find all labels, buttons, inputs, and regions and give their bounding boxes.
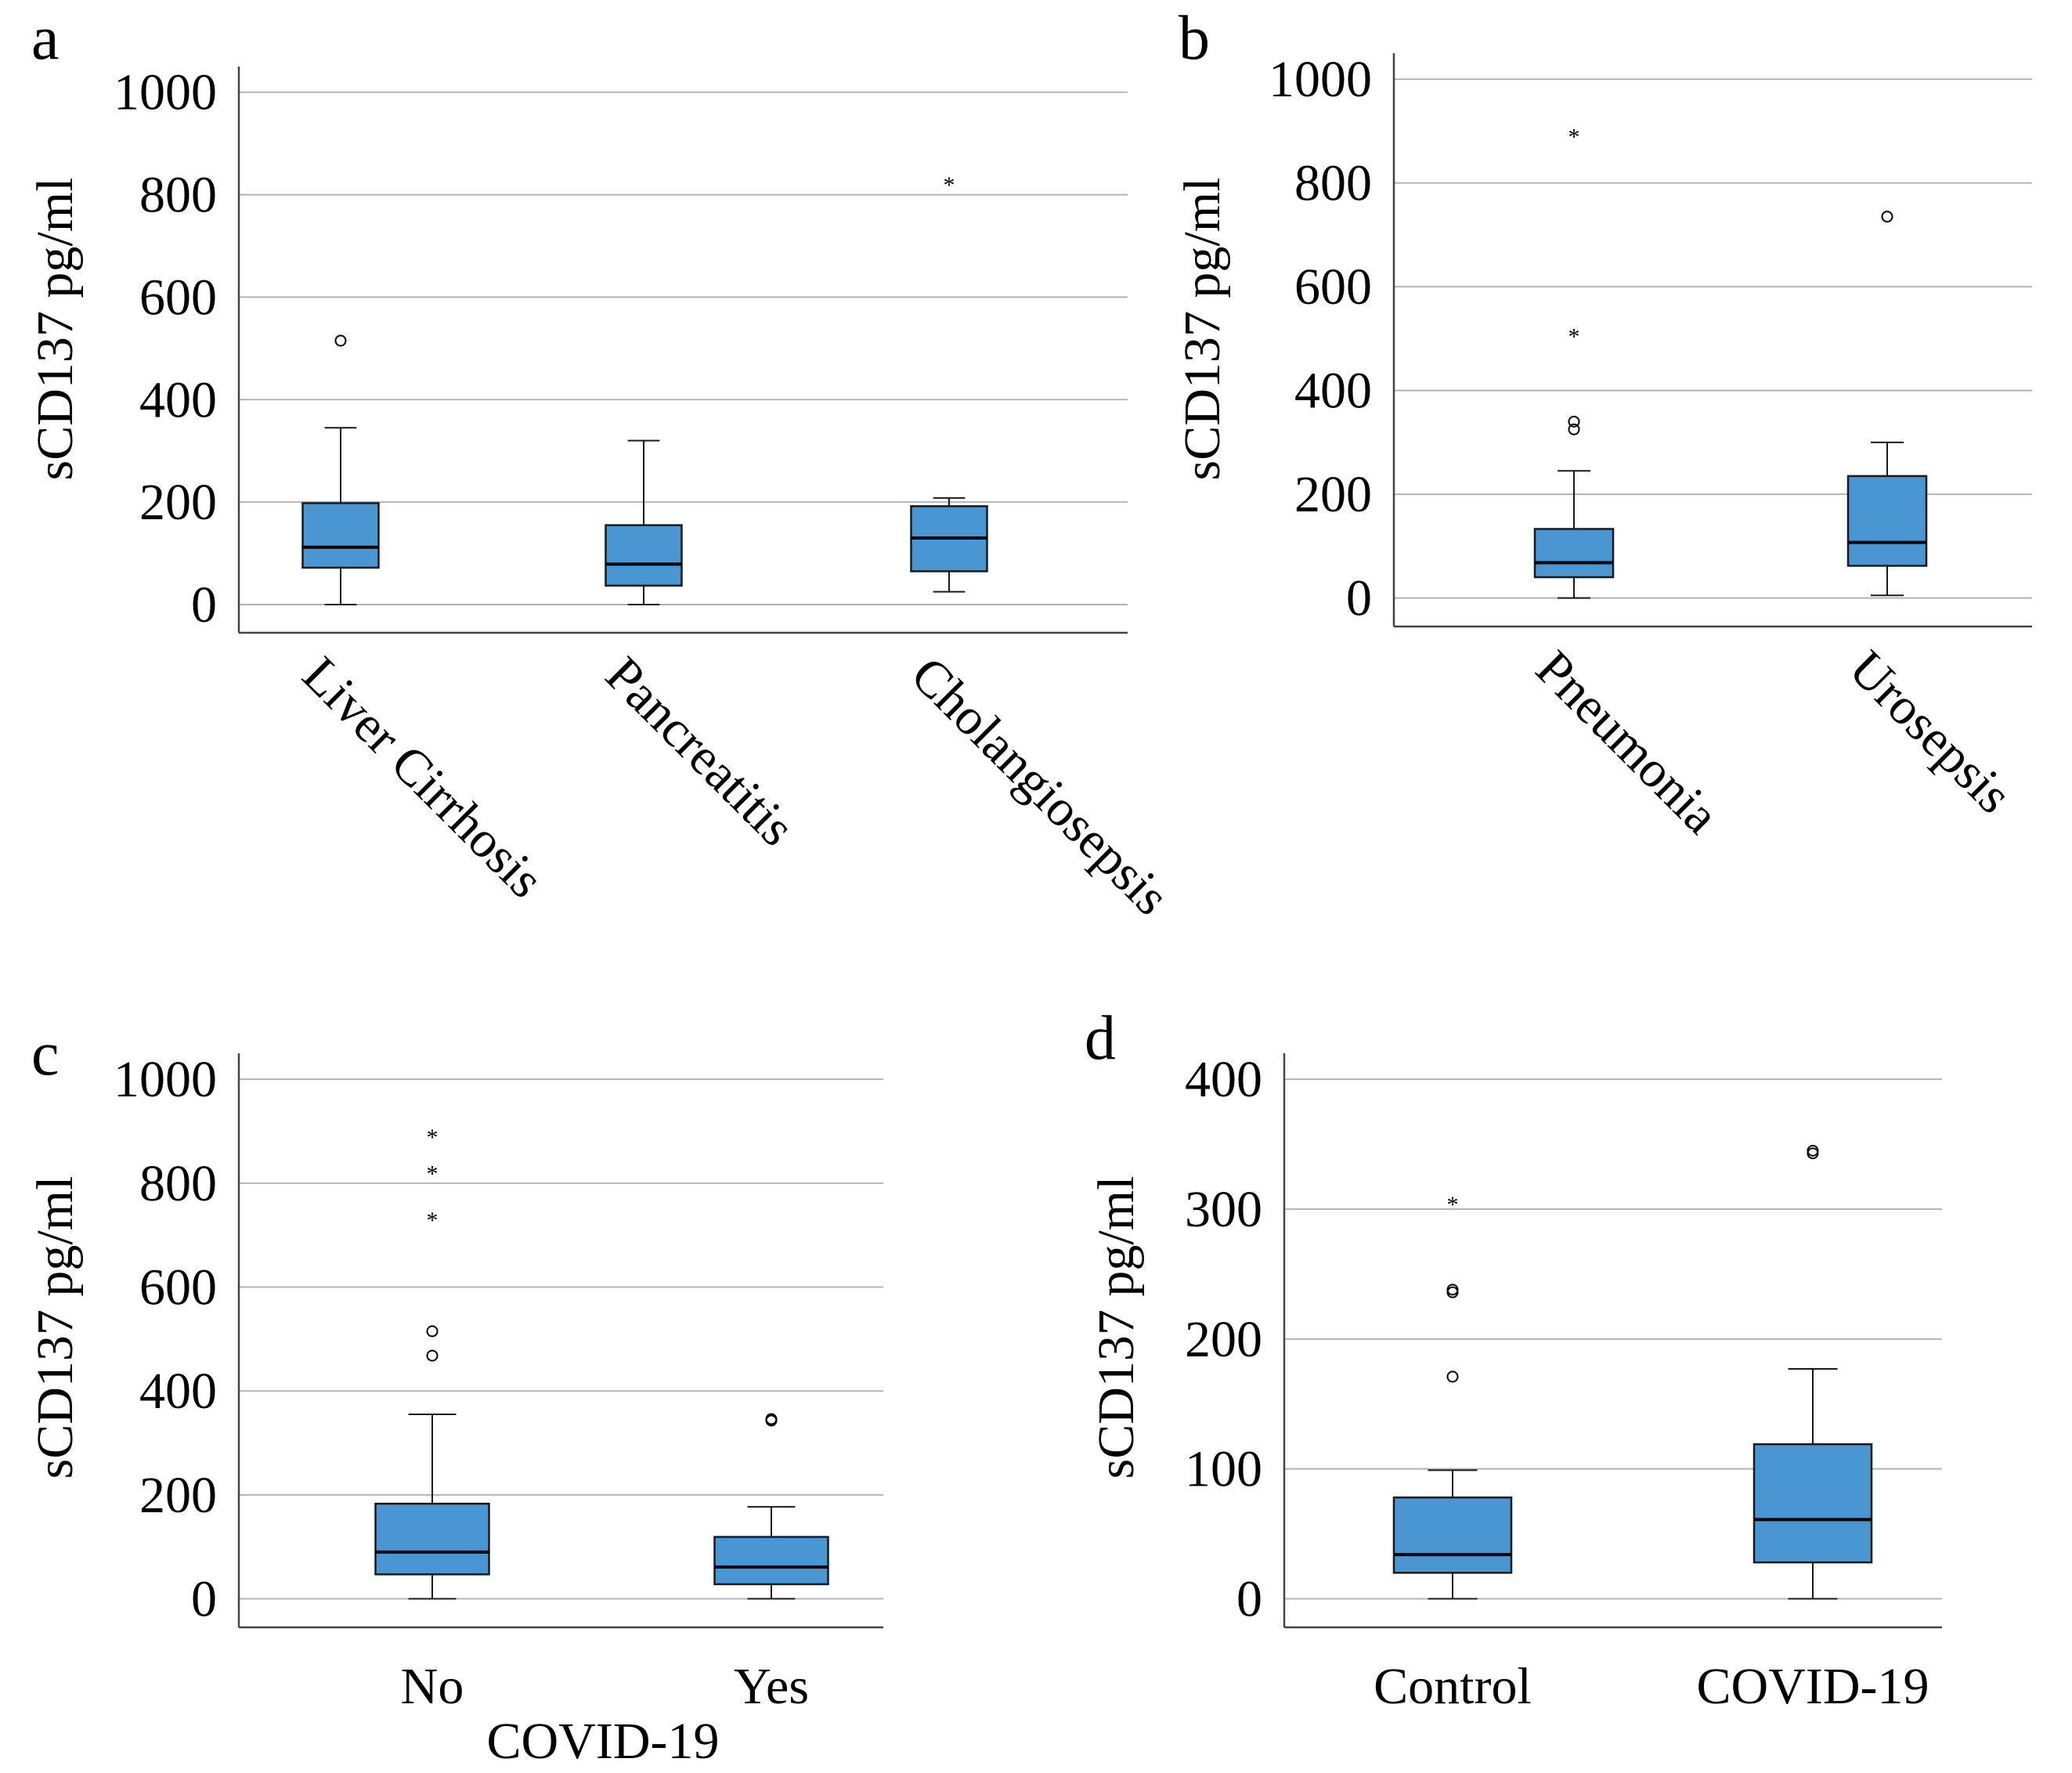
panel-c: c 0 200 400 600 800 1000 sCD137 pg/ml * * * No YesCO… [27,1020,883,1770]
outlier-circle [334,334,347,347]
y-tick-label: 200 [139,474,217,531]
box-yes [713,1413,829,1600]
category-label: Urosepsis [1838,640,2023,825]
outlier-star: * [1568,324,1580,350]
box-urosepsis [1846,211,1928,597]
y-tick-label: 800 [1294,155,1372,212]
box-pancreatitis [605,439,683,606]
box-liver-cirrhosis [301,334,380,606]
category-label: Pancreatitis [594,646,805,857]
iqr-box [1753,1443,1873,1564]
iqr-box [1846,475,1928,567]
y-tick-label: 800 [139,167,217,224]
box-pneumonia: ** [1533,125,1615,599]
y-tick-label: 400 [139,1363,217,1420]
outlier-circle [765,1413,778,1425]
panel-letter: a [31,4,60,73]
category-label: Cholangiosepsis [900,646,1180,926]
box-covid-19 [1753,1144,1873,1600]
y-tick-label: 600 [139,1259,217,1316]
outlier-circle [426,1325,439,1338]
iqr-box [374,1502,490,1576]
y-axis-label: sCD137 pg/ml [1174,178,1231,481]
outlier-star: * [427,1161,439,1186]
y-tick-label: 300 [1185,1181,1262,1238]
panel-d: d 0 100 200 300 400 sCD137 pg/ml * Control COVID-… [1085,1004,1942,1715]
y-tick-label: 600 [1294,258,1372,316]
y-axis-label: sCD137 pg/ml [27,1176,84,1479]
outlier-star: * [944,172,955,198]
category-label: Control [1374,1658,1532,1715]
panel-letter: b [1179,4,1210,73]
y-tick-label: 1000 [114,1051,217,1108]
iqr-box [605,524,683,587]
y-tick-label: 0 [191,1571,217,1628]
y-tick-label: 400 [1294,363,1372,420]
y-tick-label: 200 [1294,466,1372,523]
outlier-star: * [1568,125,1580,150]
outlier-star: * [427,1208,439,1233]
category-label: Liver Cirrhosis [291,646,554,908]
x-axis-label: COVID-19 [487,1713,720,1770]
y-axis-label: sCD137 pg/ml [27,178,84,481]
y-tick-label: 0 [1236,1571,1262,1628]
y-tick-label: 0 [191,576,217,634]
iqr-box [301,502,380,569]
iqr-box [1392,1496,1513,1574]
y-tick-label: 200 [139,1467,217,1524]
y-tick-label: 100 [1185,1441,1262,1498]
iqr-box [1533,528,1615,579]
y-tick-label: 1000 [1269,51,1372,108]
panel-letter: c [31,1020,60,1089]
category-label: Pneumonia [1525,640,1730,845]
iqr-box [713,1536,829,1586]
outlier-circle [1807,1144,1819,1157]
category-label: COVID-19 [1697,1658,1929,1715]
outlier-circle [1446,1284,1459,1296]
panel-a: a 0 200 400 600 800 1000 sCD137 pg/ml Liver Cirr… [27,4,1180,926]
box-control: * [1392,1192,1513,1600]
box-no: * * * [374,1125,490,1600]
y-tick-label: 800 [139,1155,217,1212]
category-label: Yes [734,1658,809,1715]
y-tick-label: 0 [1346,570,1372,627]
y-axis-label: sCD137 pg/ml [1088,1176,1145,1479]
outlier-star: * [1447,1192,1459,1218]
panel-letter: d [1085,1004,1116,1073]
y-tick-label: 600 [139,269,217,326]
outlier-circle [426,1349,439,1362]
category-label: No [401,1658,464,1715]
y-tick-label: 400 [139,371,217,428]
y-tick-label: 1000 [114,64,217,121]
box-cholangiosepsis: * [910,172,988,593]
outlier-circle [1446,1370,1459,1383]
y-tick-label: 200 [1185,1311,1262,1368]
outlier-circle [1568,423,1580,435]
outlier-circle [1568,415,1580,428]
outlier-circle [1881,211,1893,223]
outlier-star: * [427,1125,439,1150]
y-tick-label: 400 [1185,1051,1262,1108]
